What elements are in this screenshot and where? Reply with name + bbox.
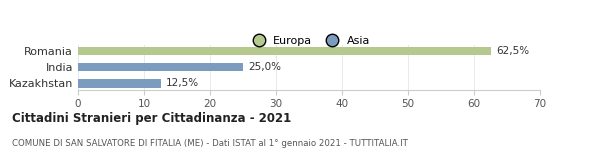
Bar xyxy=(78,63,243,71)
Bar xyxy=(78,79,161,88)
Text: 25,0%: 25,0% xyxy=(248,62,281,72)
Legend: Europa, Asia: Europa, Asia xyxy=(244,32,374,50)
Text: 12,5%: 12,5% xyxy=(166,78,199,88)
Text: Cittadini Stranieri per Cittadinanza - 2021: Cittadini Stranieri per Cittadinanza - 2… xyxy=(12,112,291,125)
Text: COMUNE DI SAN SALVATORE DI FITALIA (ME) - Dati ISTAT al 1° gennaio 2021 - TUTTIT: COMUNE DI SAN SALVATORE DI FITALIA (ME) … xyxy=(12,139,408,148)
Text: 62,5%: 62,5% xyxy=(496,46,529,56)
Bar xyxy=(78,47,491,55)
